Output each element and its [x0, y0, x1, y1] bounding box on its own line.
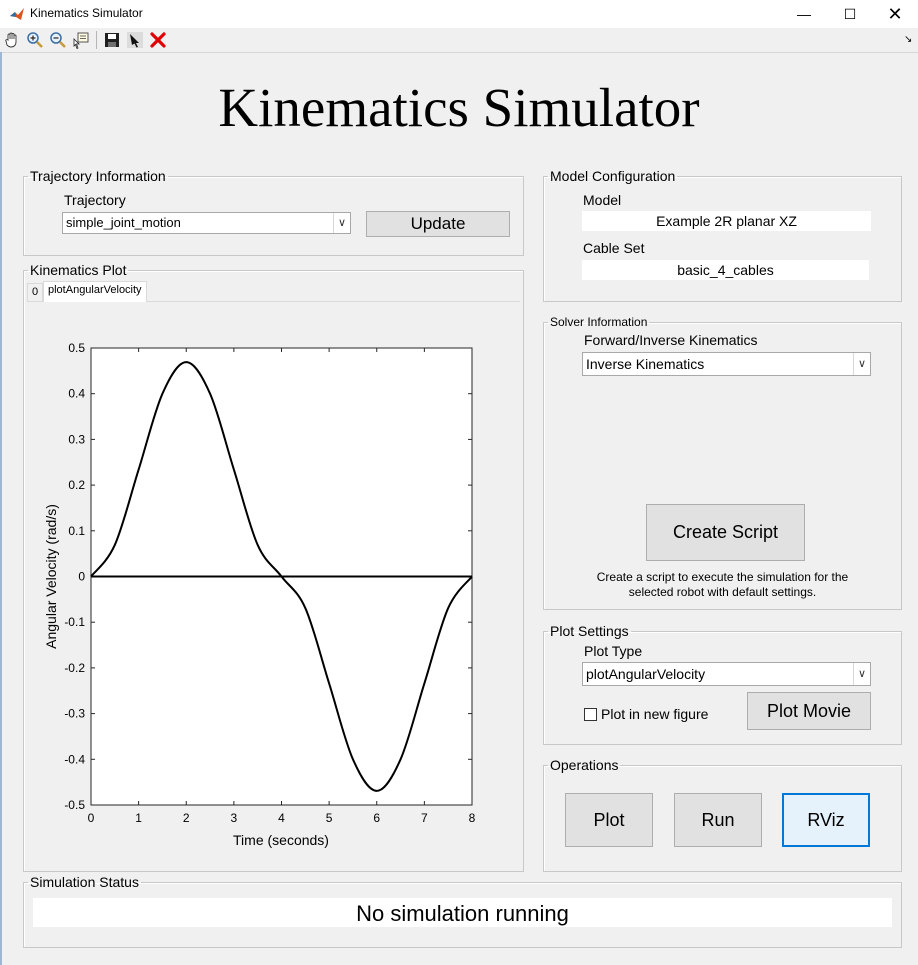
- y-tick-label: -0.3: [64, 707, 85, 721]
- minimize-button[interactable]: —: [797, 6, 811, 22]
- kinematics-mode-select[interactable]: Inverse Kinematics ∨: [582, 352, 871, 376]
- update-button[interactable]: Update: [366, 211, 510, 237]
- plot-type-select[interactable]: plotAngularVelocity ∨: [582, 662, 871, 686]
- solver-panel: Solver Information: [543, 314, 902, 610]
- toolbar-dock-arrow-icon[interactable]: ↘: [904, 34, 913, 45]
- plot-type-selected: plotAngularVelocity: [586, 666, 706, 682]
- model-value-field: Example 2R planar XZ: [582, 211, 871, 231]
- chevron-down-icon: ∨: [853, 353, 870, 375]
- zoom-in-icon[interactable]: [26, 31, 44, 49]
- model-config-panel: Model Configuration: [543, 168, 902, 302]
- x-tick-label: 4: [278, 811, 285, 825]
- tab-plot-angular-velocity[interactable]: plotAngularVelocity: [43, 281, 147, 302]
- kinematics-plot-panel: Kinematics Plot: [23, 262, 524, 872]
- y-tick-label: 0: [78, 570, 85, 584]
- x-tick-label: 0: [88, 811, 95, 825]
- trajectory-label: Trajectory: [64, 192, 126, 208]
- simulation-status-text: No simulation running: [33, 898, 892, 927]
- y-tick-label: 0.5: [68, 341, 85, 355]
- zoom-out-icon[interactable]: [49, 31, 67, 49]
- y-tick-label: 0.1: [68, 524, 85, 538]
- edit-plot-arrow-icon[interactable]: [126, 31, 144, 49]
- operations-panel: Operations: [543, 757, 902, 872]
- create-script-description-line1: Create a script to execute the simulatio…: [596, 570, 849, 584]
- x-tick-label: 7: [421, 811, 428, 825]
- y-tick-label: 0.3: [68, 432, 85, 446]
- chevron-down-icon: ∨: [333, 213, 350, 233]
- x-tick-label: 3: [231, 811, 238, 825]
- plot-settings-legend: Plot Settings: [550, 623, 629, 639]
- y-tick-label: 0.2: [68, 478, 85, 492]
- x-tick-label: 2: [183, 811, 190, 825]
- trajectory-panel: Trajectory Information: [23, 168, 524, 256]
- x-tick-label: 6: [373, 811, 380, 825]
- cable-set-value-field: basic_4_cables: [582, 260, 869, 280]
- plot-button[interactable]: Plot: [565, 793, 653, 847]
- figure-toolbar: ↘: [0, 28, 918, 53]
- model-label: Model: [583, 192, 622, 208]
- x-tick-label: 5: [326, 811, 333, 825]
- chevron-down-icon: ∨: [853, 663, 870, 685]
- cable-set-label: Cable Set: [583, 240, 645, 256]
- y-tick-label: -0.2: [64, 661, 85, 675]
- simulation-status-panel: Simulation Status: [23, 874, 902, 948]
- trajectory-panel-legend: Trajectory Information: [30, 168, 166, 184]
- simulation-status-legend: Simulation Status: [30, 874, 139, 890]
- close-figure-x-icon[interactable]: [149, 31, 167, 49]
- y-tick-label: -0.5: [64, 798, 85, 812]
- close-window-button[interactable]: ✕: [887, 4, 903, 24]
- tab-0[interactable]: 0: [27, 283, 44, 302]
- y-tick-label: 0.4: [68, 387, 85, 401]
- trajectory-select[interactable]: simple_joint_motion ∨: [62, 212, 351, 234]
- save-icon[interactable]: [103, 31, 121, 49]
- app-title: Kinematics Simulator: [218, 77, 700, 138]
- plot-movie-button[interactable]: Plot Movie: [747, 692, 871, 730]
- angular-velocity-chart: 0 1 2 3 4 5 6 7 8 -0.5 -0.4 -0.3 -0.2 -0.1 0 0.1 0.2 0.3 0…: [43, 341, 476, 848]
- matlab-icon: [10, 8, 24, 20]
- toolbar-divider: [96, 31, 97, 49]
- maximize-button[interactable]: ☐: [843, 6, 857, 22]
- kinematics-mode-selected: Inverse Kinematics: [586, 356, 705, 372]
- x-axis-label: Time (seconds): [233, 832, 329, 848]
- plot-in-new-figure-checkbox[interactable]: [584, 708, 597, 721]
- trajectory-selected-value: simple_joint_motion: [66, 215, 181, 230]
- x-tick-label: 8: [469, 811, 476, 825]
- plot-type-label: Plot Type: [584, 643, 643, 659]
- plot-tab-strip: [27, 283, 520, 302]
- operations-legend: Operations: [550, 757, 619, 773]
- create-script-description: Create a script to execute the simulatio…: [543, 570, 902, 600]
- window-frame-edge: [0, 52, 2, 965]
- x-tick-label: 1: [135, 811, 142, 825]
- model-config-legend: Model Configuration: [550, 168, 676, 184]
- data-cursor-icon[interactable]: [72, 31, 90, 49]
- y-tick-label: -0.4: [64, 752, 85, 766]
- y-axis-label: Angular Velocity (rad/s): [43, 504, 59, 649]
- create-script-description-line2: selected robot with default settings.: [628, 585, 817, 599]
- create-script-button[interactable]: Create Script: [646, 504, 805, 561]
- solver-legend: Solver Information: [550, 315, 648, 329]
- pan-hand-icon[interactable]: [3, 31, 21, 49]
- rviz-button[interactable]: RViz: [782, 793, 870, 847]
- y-tick-label: -0.1: [64, 615, 85, 629]
- window-title-bar: Kinematics Simulator — ☐ ✕: [0, 0, 918, 28]
- plot-settings-panel: Plot Settings: [543, 623, 902, 745]
- window-title: Kinematics Simulator: [30, 6, 143, 20]
- kinematics-mode-label: Forward/Inverse Kinematics: [584, 332, 758, 348]
- plot-in-new-figure-label: Plot in new figure: [601, 706, 709, 722]
- kinematics-plot-legend: Kinematics Plot: [30, 262, 127, 278]
- run-button[interactable]: Run: [674, 793, 762, 847]
